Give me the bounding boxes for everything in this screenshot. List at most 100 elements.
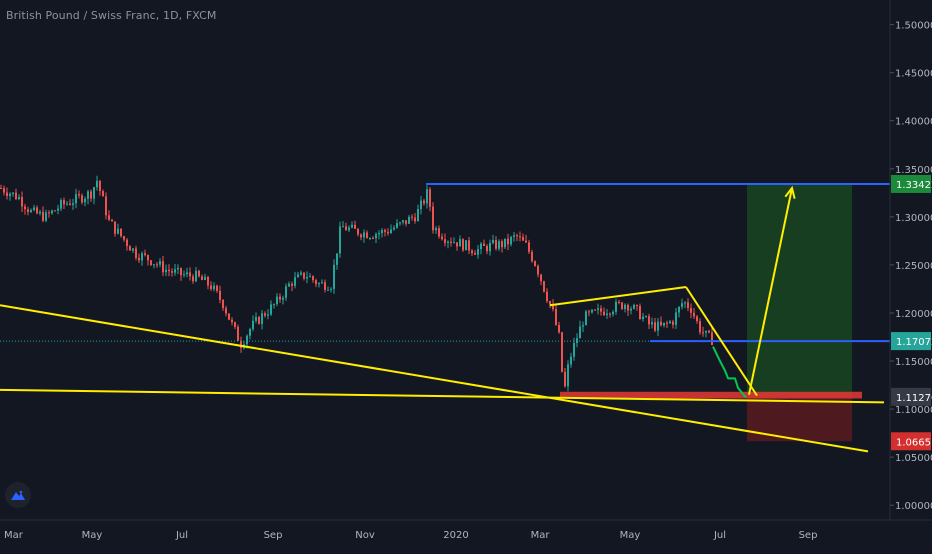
candle-body xyxy=(111,219,113,222)
candle-body xyxy=(402,220,404,223)
target-zone xyxy=(747,183,852,396)
candle-body xyxy=(318,283,320,285)
candle-body xyxy=(549,301,551,305)
candle-body xyxy=(159,261,161,265)
candle-body xyxy=(258,317,260,324)
horizontal-support xyxy=(0,388,885,404)
candle-body xyxy=(363,232,365,238)
candle-body xyxy=(330,288,332,290)
candle-body xyxy=(546,291,548,302)
time-tick-label: Nov xyxy=(355,530,375,541)
candle-body xyxy=(399,222,401,224)
candle-body xyxy=(420,200,422,210)
candle-body xyxy=(345,226,347,231)
candle-body xyxy=(153,264,155,266)
price-label-resistance-text: 1.17072 xyxy=(896,337,932,348)
candle-body xyxy=(378,233,380,235)
candle-body xyxy=(690,308,692,313)
candle-body xyxy=(408,216,410,224)
candle-body xyxy=(279,296,281,300)
logo-mountain-icon xyxy=(11,490,25,500)
candle-body xyxy=(201,276,203,280)
tradingview-logo-icon[interactable] xyxy=(5,482,31,508)
candle-body xyxy=(480,243,482,250)
candle-body xyxy=(342,226,344,228)
candle-body xyxy=(336,253,338,265)
candle-body xyxy=(585,311,587,326)
candle-body xyxy=(444,239,446,243)
candle-body xyxy=(99,180,101,192)
candle-body xyxy=(192,276,194,282)
candle-body xyxy=(222,299,224,309)
candle-body xyxy=(33,207,35,211)
candle-body xyxy=(618,301,620,303)
candle-body xyxy=(204,276,206,280)
candle-body xyxy=(180,267,182,276)
candle-body xyxy=(6,192,8,197)
candle-body xyxy=(555,309,557,325)
candle-body xyxy=(282,297,284,300)
candle-body xyxy=(141,253,143,261)
price-tick-label: 1.45000 xyxy=(895,69,932,80)
candle-body xyxy=(447,241,449,243)
candle-body xyxy=(252,320,254,330)
candle-body xyxy=(513,235,515,237)
time-tick-label: 2020 xyxy=(443,530,468,541)
candle-body xyxy=(675,312,677,325)
candle-body xyxy=(453,242,455,244)
time-tick-label: Sep xyxy=(264,530,283,541)
candle-body xyxy=(462,239,464,251)
candle-body xyxy=(600,308,602,312)
candle-body xyxy=(135,248,137,258)
candle-body xyxy=(297,274,299,278)
candle-body xyxy=(165,269,167,273)
candle-body xyxy=(210,285,212,290)
candle-body xyxy=(432,206,434,231)
candle-body xyxy=(588,311,590,313)
candle-body xyxy=(516,235,518,237)
candle-body xyxy=(129,246,131,251)
candle-body xyxy=(189,272,191,277)
candle-body xyxy=(657,321,659,331)
candle-body xyxy=(696,316,698,322)
candle-body xyxy=(630,308,632,311)
candle-body xyxy=(687,302,689,309)
candle-body xyxy=(354,224,356,229)
candle-body xyxy=(60,200,62,209)
price-tick-label: 1.50000 xyxy=(895,21,932,32)
candle-body xyxy=(429,189,431,207)
time-tick-label: Jul xyxy=(713,530,726,541)
candle-body xyxy=(591,309,593,313)
symbol-title: British Pound / Swiss Franc, 1D, FXCM xyxy=(6,9,217,22)
candle-body xyxy=(39,211,41,214)
candle-body xyxy=(615,301,617,312)
candle-body xyxy=(264,313,266,316)
candle-body xyxy=(705,330,707,333)
candle-body xyxy=(561,332,563,372)
candle-body xyxy=(678,306,680,313)
candle-body xyxy=(492,240,494,244)
candle-body xyxy=(216,285,218,291)
candle-body xyxy=(138,257,140,261)
candle-body xyxy=(660,321,662,326)
candle-body xyxy=(186,272,188,275)
price-label-target xyxy=(891,174,931,193)
candle-body xyxy=(654,322,656,331)
candle-body xyxy=(294,277,296,286)
drawings-layer xyxy=(0,182,890,453)
candle-body xyxy=(114,221,116,234)
candle-body xyxy=(171,271,173,273)
candle-body xyxy=(396,223,398,228)
candle-body xyxy=(213,285,215,290)
candle-body xyxy=(522,237,524,241)
candle-body xyxy=(534,261,536,266)
candle-body xyxy=(450,241,452,243)
candle-body xyxy=(9,193,11,197)
candle-body xyxy=(669,321,671,324)
candle-body xyxy=(672,321,674,325)
candle-body xyxy=(42,211,44,221)
candle-body xyxy=(246,335,248,345)
candle-body xyxy=(414,217,416,222)
